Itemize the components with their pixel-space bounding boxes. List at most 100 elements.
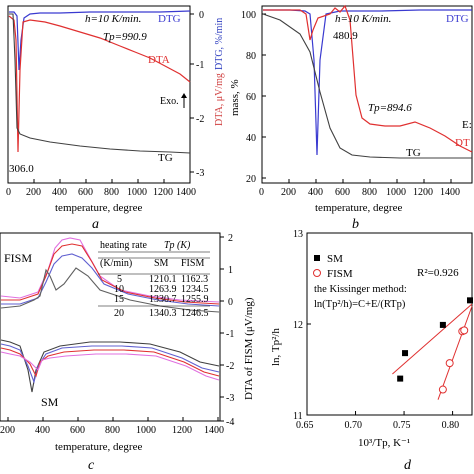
panel-b-tg-curve xyxy=(262,13,472,159)
panel-a: 0 200 400 600 800 1000 1200 1400 tempera… xyxy=(6,5,225,232)
table-row-2-fism: 1255.9 xyxy=(181,294,209,305)
panel-c-inset-table: heating rate Tp (K) (K/min) SM FISM 5 12… xyxy=(98,240,210,319)
panel-a-dtg-curve xyxy=(9,10,191,71)
panel-b-xtick-4: 800 xyxy=(362,187,377,198)
panel-c-rtick-4: -2 xyxy=(226,361,234,372)
panel-c-label-fism: FISM xyxy=(4,251,32,265)
panel-a-label-dta: DTA xyxy=(148,54,170,66)
panel-b-xtick-6: 1200 xyxy=(413,187,433,198)
panel-a-rtick-3: -3 xyxy=(196,168,204,179)
panel-c-sm-curve-3 xyxy=(0,347,220,378)
panel-c-rtick-3: -1 xyxy=(226,329,234,340)
panel-b-dta-curve xyxy=(263,4,473,153)
panel-b-xtick-7: 1400 xyxy=(440,187,460,198)
panel-a-rtick-2: -2 xyxy=(196,114,204,125)
panel-d-ytick-label: 13 xyxy=(293,229,303,240)
panel-a-xlabel: temperature, degree xyxy=(55,202,142,214)
panel-a-xtick-7: 1400 xyxy=(176,187,196,198)
panel-b-xtick-0: 0 xyxy=(259,187,264,198)
panel-d-point-sm xyxy=(402,350,409,357)
table-col-sm: SM xyxy=(154,258,169,269)
panel-c: 2 1 0 -1 -2 -3 -4 DTA of FISM (μV/mg) 20… xyxy=(0,232,255,473)
panel-a-xtick-6: 1200 xyxy=(153,187,173,198)
exo-arrow-icon xyxy=(181,93,187,108)
table-row-1-sm: 1263.9 xyxy=(149,284,177,295)
panel-a-xtick-2: 400 xyxy=(52,187,67,198)
panel-a-right-ticks xyxy=(190,13,194,173)
panel-c-fism-curve-3 xyxy=(1,253,220,307)
panel-b-xtick-3: 600 xyxy=(335,187,350,198)
panel-b-ytick-0: 100 xyxy=(241,10,256,21)
panel-d-legend: SM FISM xyxy=(313,253,353,280)
panel-c-fism-curve-1 xyxy=(0,237,220,303)
panel-a-x-ticks xyxy=(7,179,191,183)
panel-d-fit-line-sm xyxy=(392,303,473,375)
panel-d-xlabel: 10³/Tp, K⁻¹ xyxy=(358,437,410,449)
panel-a-label-tg: TG xyxy=(158,152,173,164)
panel-d-point-sm xyxy=(467,297,473,304)
panel-c-xlabel: temperature, degree xyxy=(55,441,142,453)
panel-d-ytick-label: 11 xyxy=(293,411,303,422)
panel-b-ytick-3: 40 xyxy=(246,133,256,144)
panel-d-equation: ln(Tp²/h)=C+E/(RTp) xyxy=(314,299,406,310)
table-row-0-rate: 5 xyxy=(117,274,122,285)
panel-d-fit-line-fism xyxy=(437,305,473,400)
panel-c-rtick-0: 2 xyxy=(228,233,233,244)
panel-d-point-sm xyxy=(439,321,446,328)
panel-c-sm-curve-2 xyxy=(0,343,220,384)
panel-b-letter: b xyxy=(352,217,359,232)
panel-a-xtick-4: 800 xyxy=(104,187,119,198)
panel-c-sm-curve-1 xyxy=(0,339,220,393)
panel-a-xtick-0: 0 xyxy=(6,187,11,198)
panel-b-label-peak: 480.9 xyxy=(333,30,358,42)
panel-c-ylabel-right: DTA of FISM (μV/mg) xyxy=(243,297,255,400)
table-row-0-sm: 1210.1 xyxy=(149,274,177,285)
panel-b-y-ticks xyxy=(262,13,266,179)
panel-d-ylabel: ln, Tp²/h xyxy=(270,328,282,366)
panel-d-series xyxy=(392,297,473,400)
panel-a-label-peak: 306.0 xyxy=(9,163,34,175)
panel-c-sm-curve-4 xyxy=(0,351,220,381)
panel-c-xtick-1: 400 xyxy=(35,425,50,436)
panel-b-x-ticks xyxy=(261,179,452,183)
panel-a-rtick-0: 0 xyxy=(199,10,204,21)
panel-a-xtick-5: 1000 xyxy=(127,187,147,198)
panel-b-xlabel: temperature, degree xyxy=(315,202,402,214)
table-row-0-fism: 1162.3 xyxy=(181,274,208,285)
panel-b-ytick-2: 60 xyxy=(246,92,256,103)
panel-d-xtick-label: 0.80 xyxy=(442,420,460,431)
panel-a-dta-curve xyxy=(8,15,191,153)
panel-d-xtick-label: 0.65 xyxy=(296,420,314,431)
panel-b-xtick-2: 400 xyxy=(308,187,323,198)
panel-c-rtick-5: -3 xyxy=(226,393,234,404)
table-row-1-rate: 10 xyxy=(114,284,124,295)
panel-c-right-ticks xyxy=(220,236,224,422)
panel-c-letter: c xyxy=(88,458,95,473)
panel-c-xtick-0: 200 xyxy=(0,425,15,436)
table-row-2-rate: 15 xyxy=(114,294,124,305)
panel-d-axes: 0.65 0.70 0.75 0.80 11 12 13 xyxy=(293,229,459,431)
panel-c-label-sm: SM xyxy=(41,395,59,409)
table-row-3-fism: 1246.5 xyxy=(181,308,209,319)
panel-c-xtick-5: 1200 xyxy=(172,425,192,436)
panel-c-xtick-2: 600 xyxy=(70,425,85,436)
panel-d: 0.65 0.70 0.75 0.80 11 12 13 ln, Tp²/h 10³/Tp,… xyxy=(270,229,473,473)
panel-b-dtg-curve xyxy=(263,9,472,156)
panel-a-rtick-1: -1 xyxy=(196,60,204,71)
panel-d-letter: d xyxy=(404,458,412,473)
panel-d-point-fism xyxy=(438,385,447,394)
panel-a-label-h: h=10 K/min. xyxy=(85,13,141,25)
panel-b-ytick-4: 20 xyxy=(246,174,256,185)
panel-d-point-fism xyxy=(445,359,454,368)
panel-c-x-ticks xyxy=(7,417,219,421)
panel-b-frame xyxy=(261,5,473,184)
panel-d-xtick-label: 0.70 xyxy=(345,420,363,431)
table-row-3-sm: 1340.3 xyxy=(149,308,177,319)
panel-b-xtick-1: 200 xyxy=(281,187,296,198)
table-row-3-rate: 20 xyxy=(114,308,124,319)
legend-fism-label: FISM xyxy=(327,268,353,280)
panel-a-ylabel-dta: DTA, μV/mg xyxy=(214,73,225,126)
panel-b: 100 80 60 40 20 mass, % 0 200 400 600 80… xyxy=(229,4,473,232)
panel-b-ylabel: mass, % xyxy=(229,79,241,116)
